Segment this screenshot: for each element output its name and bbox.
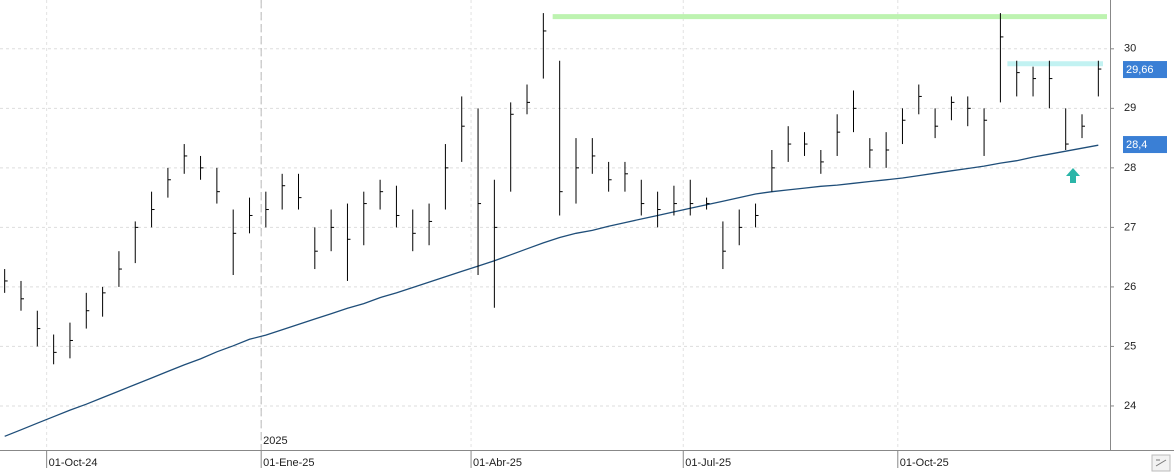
y-tick-label: 25 — [1124, 340, 1136, 352]
last-price-box-label: 29,66 — [1126, 64, 1154, 76]
year-label: 2025 — [263, 435, 287, 447]
x-tick-label: 01-Oct-24 — [49, 457, 98, 469]
x-tick-label: 01-Jul-25 — [685, 457, 731, 469]
y-tick-label: 30 — [1124, 43, 1136, 55]
ma-value-box — [1123, 136, 1167, 154]
y-tick-label: 27 — [1124, 221, 1136, 233]
y-tick-label: 29 — [1124, 102, 1136, 114]
last-price-box — [1123, 61, 1167, 79]
ma-value-box-label: 28,4 — [1126, 139, 1147, 151]
y-tick-label: 24 — [1124, 400, 1136, 412]
y-tick-label: 28 — [1124, 162, 1136, 174]
x-tick-label: 01-Ene-25 — [263, 457, 314, 469]
y-tick-label: 26 — [1124, 281, 1136, 293]
settings-icon — [1155, 459, 1167, 467]
x-tick-label: 01-Oct-25 — [900, 457, 949, 469]
x-tick-label: 01-Abr-25 — [473, 457, 522, 469]
arrow-marker — [1066, 168, 1080, 183]
moving-average — [4, 144, 1099, 437]
